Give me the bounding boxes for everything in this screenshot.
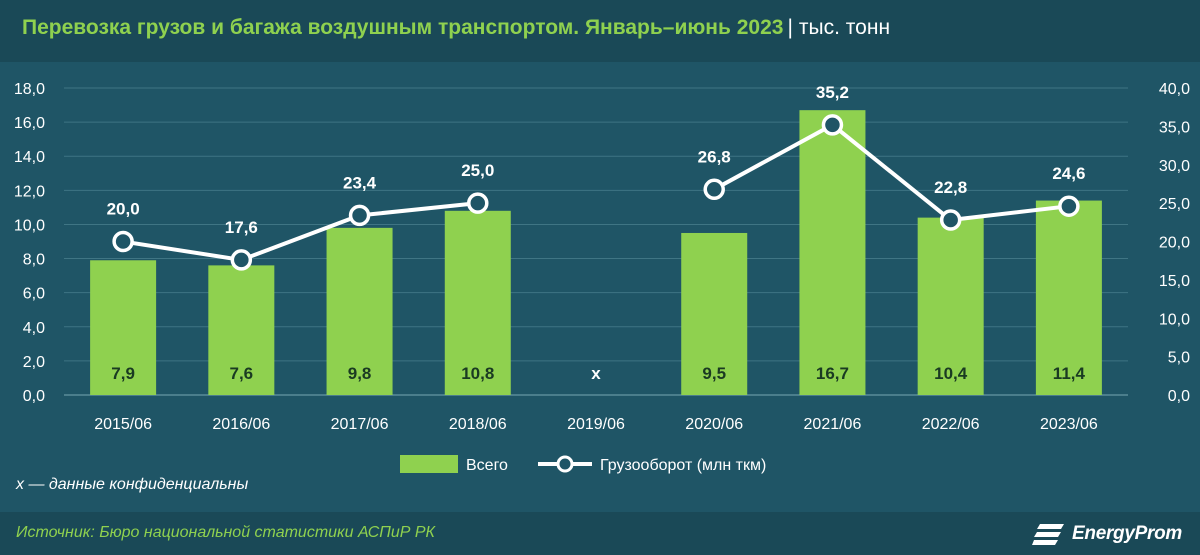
x-tick-label: 2019/06	[567, 416, 625, 433]
bar-value-label: 7,6	[230, 364, 254, 383]
title-bar: Перевозка грузов и багажа воздушным тран…	[0, 0, 1200, 62]
y-right-tick-label: 25,0	[1159, 196, 1190, 213]
bar	[90, 260, 157, 395]
legend-bar-label: Всего	[466, 457, 508, 474]
bar	[917, 217, 984, 395]
bar	[326, 227, 393, 395]
y-left-tick-label: 4,0	[23, 320, 45, 337]
y-right-tick-label: 30,0	[1159, 158, 1190, 175]
line-point	[939, 209, 962, 231]
combo-chart: 0,0 2,0 4,0 6,0 8,0 10,0 12,0 14,0 16,0 18,0 0,0 5,…	[14, 81, 1190, 474]
y-left-tick-label: 18,0	[14, 81, 45, 98]
line-point	[703, 178, 725, 201]
x-tick-label: 2020/06	[685, 416, 743, 433]
title-text: Перевозка грузов и багажа воздушным тран…	[22, 16, 784, 39]
legend-bar-swatch	[400, 455, 458, 473]
y-right-tick-label: 35,0	[1159, 119, 1190, 136]
y-left-tick-label: 16,0	[14, 115, 45, 132]
line-value-label: 24,6	[1052, 164, 1085, 183]
line-series	[713, 122, 1070, 223]
y-right-tick-label: 40,0	[1159, 81, 1190, 98]
y-right-tick-label: 15,0	[1159, 273, 1190, 290]
bar-value-label: 16,7	[816, 364, 849, 383]
line-value-label: 22,8	[934, 178, 967, 197]
y-left-tick-label: 14,0	[14, 149, 45, 166]
line-value-label: 20,0	[107, 200, 140, 219]
chart-title: Перевозка грузов и багажа воздушным тран…	[22, 16, 890, 40]
bar-value-label: 7,9	[111, 364, 135, 383]
y-left-tick-label: 12,0	[14, 183, 45, 200]
y-right-tick-label: 10,0	[1159, 311, 1190, 328]
energyprom-logo: EnergyProm	[1032, 518, 1182, 550]
bar-value-label: 9,8	[348, 364, 372, 383]
y-left-tick-label: 10,0	[14, 217, 45, 234]
y-left-tick-label: 2,0	[23, 354, 45, 371]
y-right-tick-label: 0,0	[1168, 388, 1190, 405]
line-value-label: 17,6	[225, 218, 258, 237]
logo-text: EnergyProm	[1072, 523, 1182, 544]
y-left-tick-label: 0,0	[23, 388, 45, 405]
bar	[208, 265, 275, 395]
line-value-label: 23,4	[343, 173, 377, 192]
bar	[799, 110, 866, 395]
line-point	[467, 192, 489, 214]
x-tick-label: 2021/06	[804, 416, 862, 433]
line-point	[112, 230, 134, 253]
bar	[444, 210, 511, 395]
legend-line-label: Грузооборот (млн ткм)	[600, 457, 766, 474]
line-point	[1058, 195, 1080, 217]
bar	[1035, 200, 1102, 395]
line-point	[821, 114, 844, 136]
line-point	[230, 249, 253, 271]
legend-line-marker	[556, 455, 574, 473]
line-point	[348, 204, 371, 227]
line-value-label: 25,0	[461, 161, 494, 180]
title-separator: |	[787, 16, 793, 39]
bar-value-label: 11,4	[1053, 364, 1086, 383]
x-tick-label: 2015/06	[94, 416, 152, 433]
bar	[681, 232, 748, 395]
confidential-note: x — данные конфиденциальны	[16, 476, 249, 493]
line-series	[122, 201, 478, 262]
energyprom-logo-icon	[1032, 524, 1065, 545]
x-tick-label: 2016/06	[212, 416, 270, 433]
x-tick-label: 2018/06	[449, 416, 507, 433]
bar-value-label: 10,4	[934, 364, 968, 383]
bar-value-label: 10,8	[461, 364, 494, 383]
y-right-tick-label: 20,0	[1159, 235, 1190, 252]
x-tick-label: 2022/06	[922, 416, 980, 433]
line-value-label: 26,8	[698, 147, 731, 166]
footer: Источник: Бюро национальной статистики А…	[0, 512, 1200, 555]
title-unit: тыс. тонн	[798, 16, 891, 39]
x-tick-label: 2017/06	[331, 416, 389, 433]
line-value-label: 35,2	[816, 83, 849, 102]
bar-value-label: x	[591, 364, 601, 383]
bar-value-label: 9,5	[702, 364, 726, 383]
x-tick-label: 2023/06	[1040, 416, 1098, 433]
source-text: Источник: Бюро национальной статистики А…	[16, 524, 435, 541]
y-left-tick-label: 6,0	[23, 286, 45, 303]
y-left-tick-label: 8,0	[23, 252, 45, 269]
y-right-tick-label: 5,0	[1168, 350, 1190, 367]
